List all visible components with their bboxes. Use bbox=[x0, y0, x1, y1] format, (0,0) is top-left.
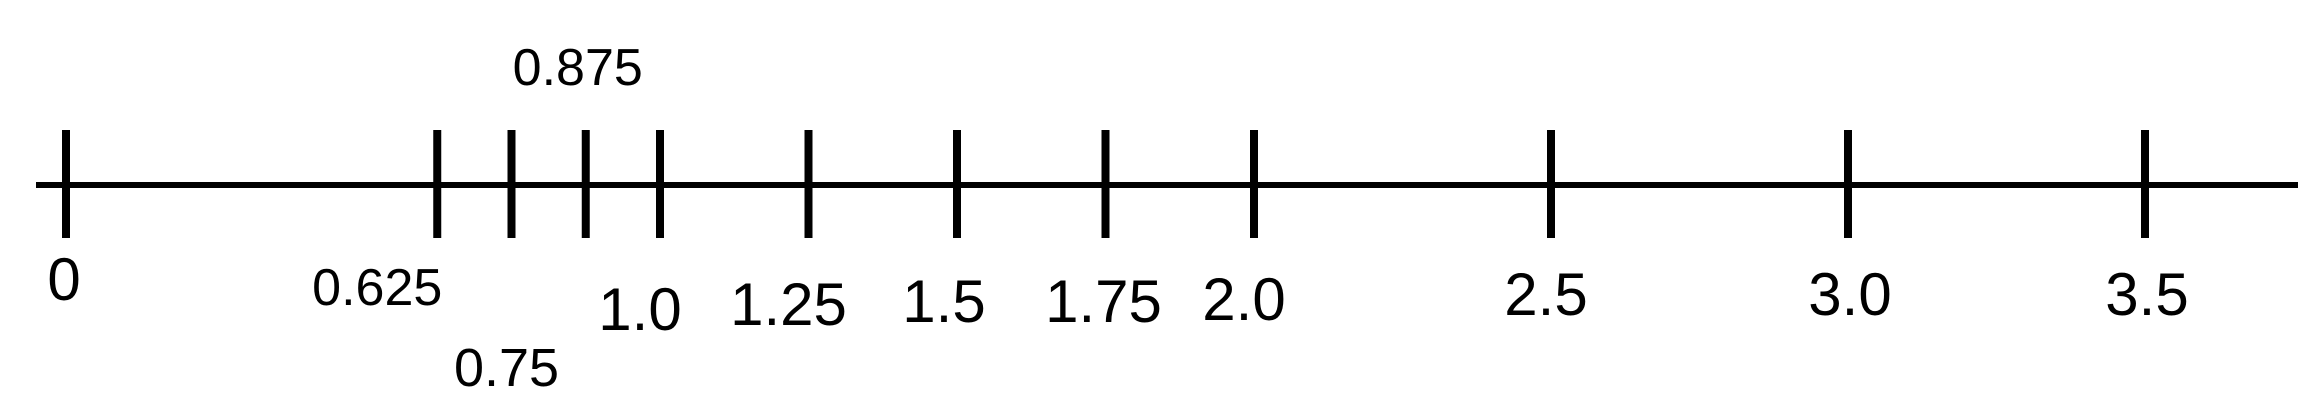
tick-label: 3.0 bbox=[1808, 261, 1891, 328]
tick-label: 1.5 bbox=[902, 268, 985, 335]
tick-label: 0.75 bbox=[454, 338, 559, 398]
ticks-layer bbox=[62, 130, 2149, 238]
tick-label: 3.5 bbox=[2105, 261, 2188, 328]
tick-label: 0.875 bbox=[513, 39, 643, 97]
tick-label: 1.75 bbox=[1045, 268, 1162, 335]
tick-label: 0 bbox=[47, 246, 80, 313]
tick-label: 2.0 bbox=[1202, 266, 1285, 333]
tick-label: 0.625 bbox=[312, 259, 442, 317]
tick-label: 2.5 bbox=[1504, 261, 1587, 328]
tick-label: 1.25 bbox=[730, 271, 847, 338]
tick-label: 1.0 bbox=[598, 276, 681, 343]
